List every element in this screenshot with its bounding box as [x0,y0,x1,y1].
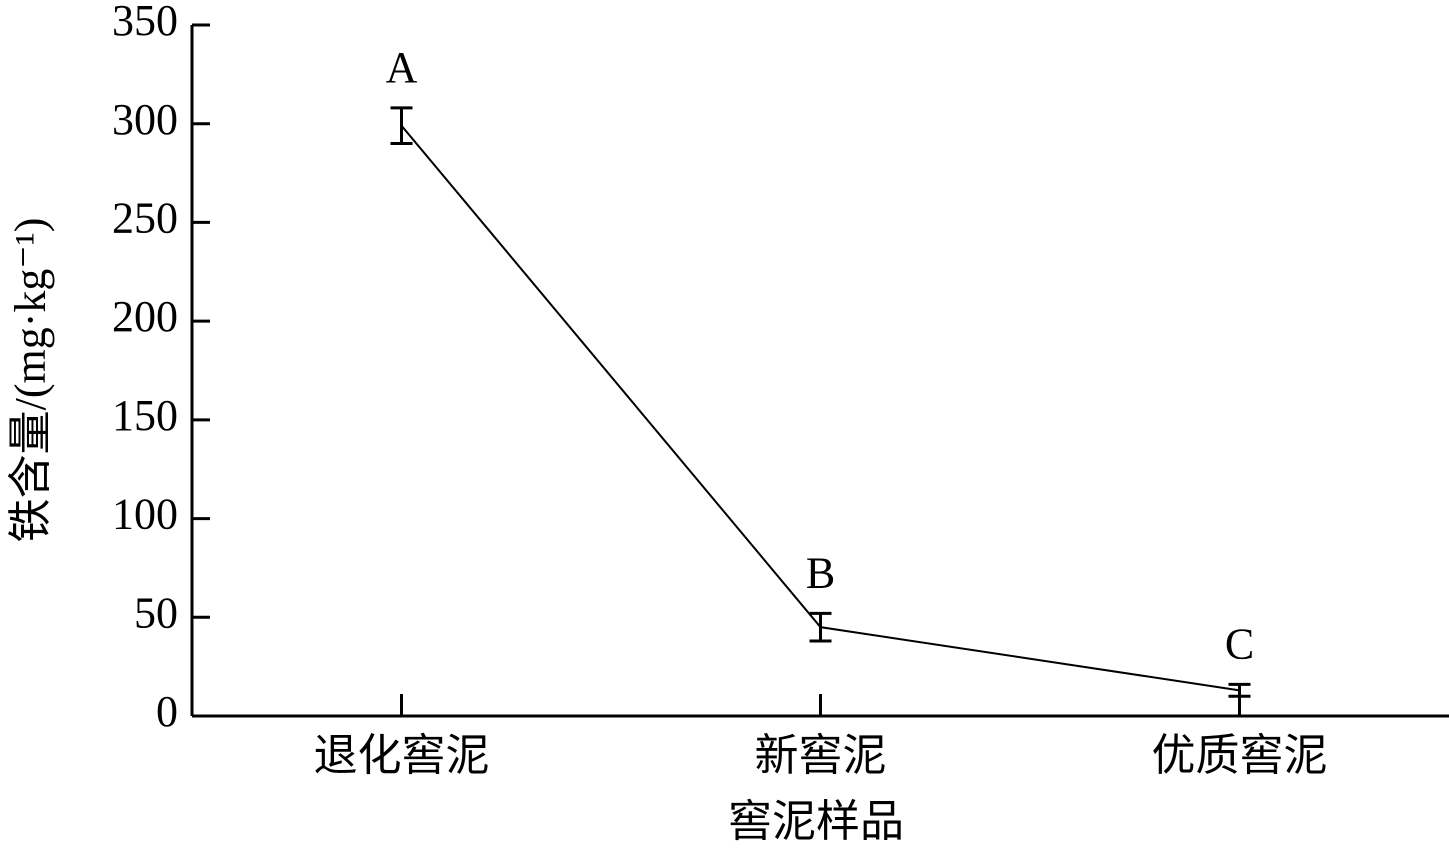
y-tick-label: 0 [156,687,178,736]
x-axis-label: 窖泥样品 [728,797,904,846]
error-bar [1228,682,1251,698]
y-axis-label: 铁含量/(mg·kg⁻¹) [6,218,55,543]
y-tick-label: 200 [112,292,178,341]
y-tick-label: 300 [112,95,178,144]
x-tick-label: 新窖泥 [755,731,887,780]
error-bar [809,611,832,643]
significance-label: A [386,43,418,92]
y-tick-label: 100 [112,490,178,539]
error-bar [390,106,413,145]
y-tick-label: 150 [112,391,178,440]
y-tick-label: 50 [134,588,178,637]
x-tick-label: 退化窖泥 [314,731,490,780]
y-tick-label: 250 [112,194,178,243]
x-tick-label: 优质窖泥 [1152,731,1328,780]
significance-label: B [806,548,835,597]
significance-label: C [1225,620,1254,669]
data-line [400,125,1240,692]
y-tick-label: 350 [112,0,178,45]
